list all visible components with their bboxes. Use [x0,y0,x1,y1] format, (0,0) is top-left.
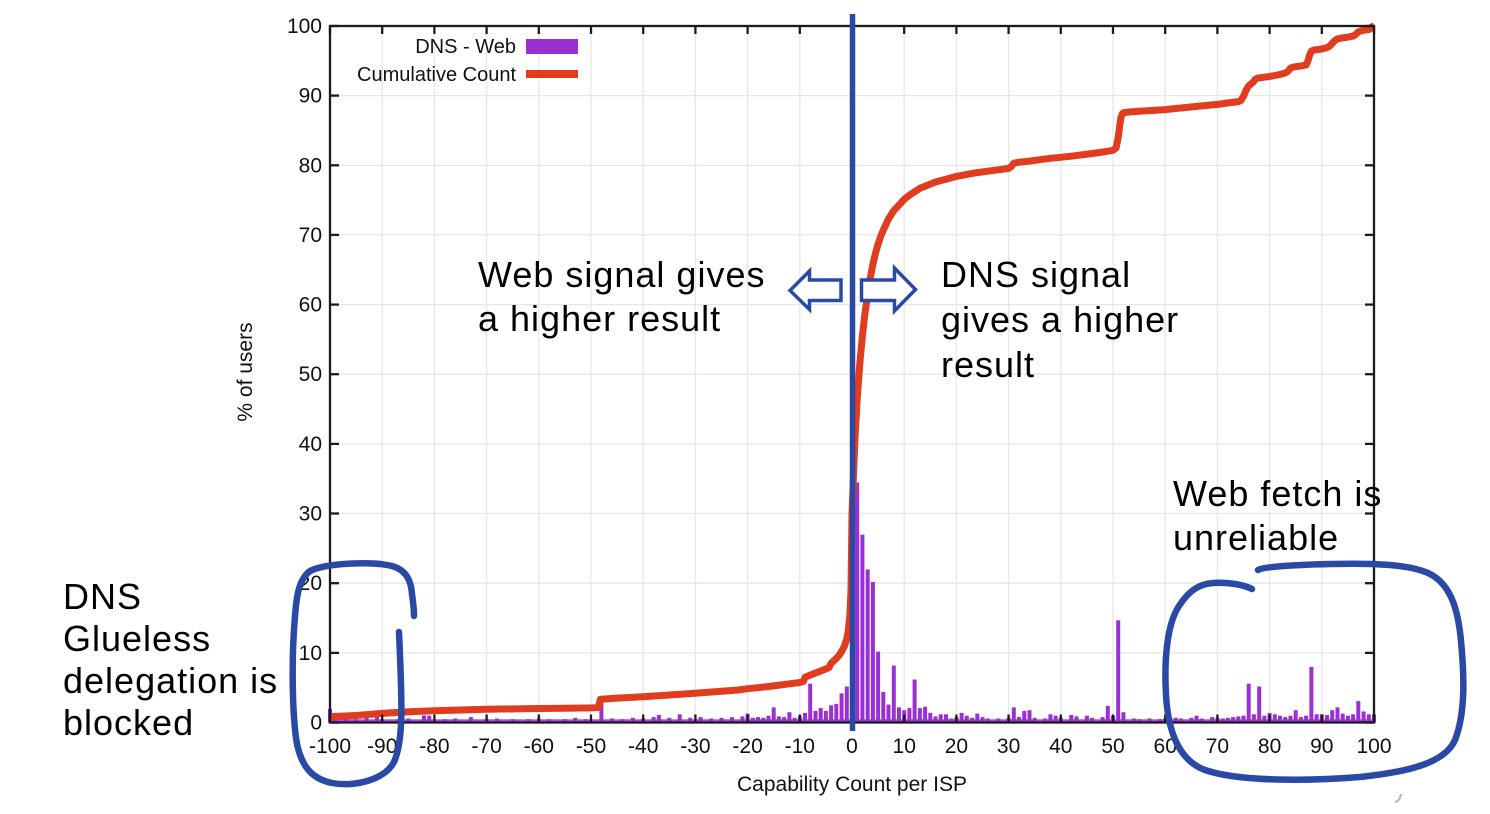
svg-text:20: 20 [945,735,968,758]
svg-text:-20: -20 [732,735,762,758]
svg-text:-70: -70 [471,735,501,758]
svg-text:80: 80 [299,154,322,177]
svg-text:100: 100 [287,15,322,38]
svg-text:60: 60 [1154,735,1177,758]
svg-text:40: 40 [299,433,322,456]
svg-text:10: 10 [299,642,322,665]
svg-text:-90: -90 [367,735,397,758]
svg-text:Capability Count per ISP: Capability Count per ISP [737,773,967,796]
svg-text:50: 50 [299,363,322,386]
svg-text:-50: -50 [576,735,606,758]
svg-text:0: 0 [846,735,858,758]
svg-text:80: 80 [1258,735,1281,758]
svg-text:-30: -30 [680,735,710,758]
svg-text:60: 60 [299,294,322,317]
svg-text:-80: -80 [419,735,449,758]
svg-text:70: 70 [1206,735,1229,758]
svg-text:DNS - Web: DNS - Web [415,36,516,58]
svg-text:% of users: % of users [234,322,257,421]
svg-text:10: 10 [893,735,916,758]
svg-text:-100: -100 [309,735,351,758]
svg-text:0: 0 [310,712,322,735]
svg-text:90: 90 [1310,735,1333,758]
svg-text:-10: -10 [785,735,815,758]
svg-text:70: 70 [299,224,322,247]
svg-text:Cumulative Count: Cumulative Count [357,64,516,86]
svg-text:-40: -40 [628,735,658,758]
svg-text:50: 50 [1101,735,1124,758]
svg-text:-60: -60 [524,735,554,758]
svg-text:90: 90 [299,85,322,108]
svg-text:100: 100 [1356,735,1391,758]
svg-text:30: 30 [299,503,322,526]
svg-text:40: 40 [1049,735,1072,758]
svg-text:30: 30 [997,735,1020,758]
